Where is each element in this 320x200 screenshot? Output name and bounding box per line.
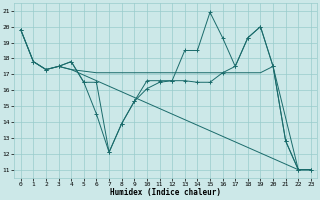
X-axis label: Humidex (Indice chaleur): Humidex (Indice chaleur) — [110, 188, 221, 197]
